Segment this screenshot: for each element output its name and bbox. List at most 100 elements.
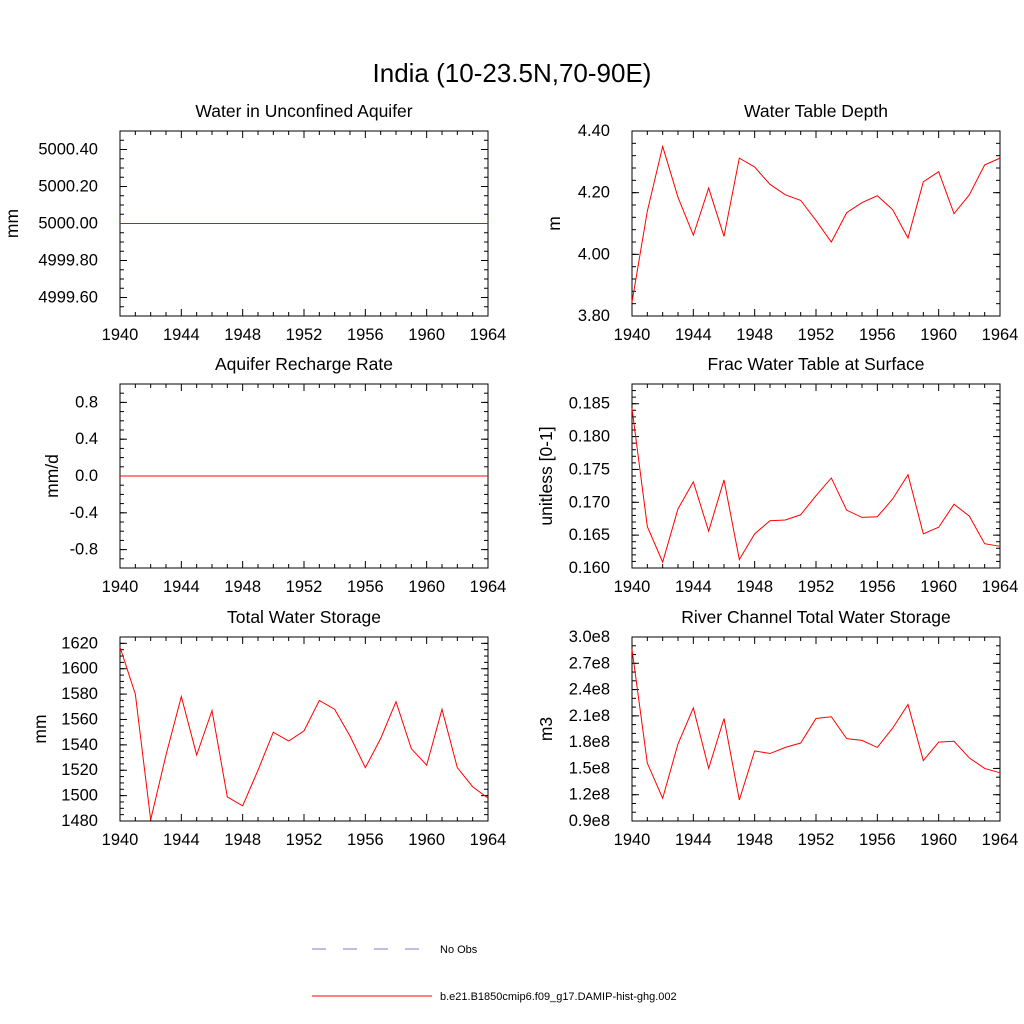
y-tick-label: 0.170 [569, 493, 610, 511]
x-tick-label: 1952 [798, 578, 835, 596]
panel-3: Aquifer Recharge Rate mm/d 1940 1944 1948 195… [42, 354, 506, 596]
x-tick-label: 1964 [470, 326, 507, 344]
x-tick-label: 1960 [920, 326, 957, 344]
x-tick-label: 1956 [347, 326, 384, 344]
y-tick-label: 1600 [61, 660, 98, 678]
y-axis-label: unitless [0-1] [536, 426, 556, 525]
x-tick-label: 1956 [347, 578, 384, 596]
x-tick-label: 1948 [736, 831, 773, 849]
figure-title: India (10-23.5N,70-90E) [373, 58, 652, 88]
y-tick-label: 1520 [61, 761, 98, 779]
panel-1: Water in Unconfined Aquifer mm 1940 1944 194… [2, 101, 506, 344]
panel-title: River Channel Total Water Storage [681, 607, 950, 627]
y-tick-label: 1540 [61, 736, 98, 754]
x-tick-label: 1944 [163, 831, 200, 849]
y-tick-label: 5000.00 [38, 215, 98, 233]
x-tick-label: 1944 [675, 578, 712, 596]
panel-5: Total Water Storage mm 1940 1944 1948 1952 195… [30, 607, 506, 849]
y-tick-label: 1580 [61, 685, 98, 703]
panel-6: River Channel Total Water Storage m3 1940 1… [536, 607, 1018, 849]
y-tick-label: 3.80 [578, 307, 610, 325]
x-tick-label: 1956 [859, 326, 896, 344]
y-tick-label: 3.0e8 [569, 628, 610, 646]
y-axis-label: mm [2, 209, 22, 238]
y-tick-label: 4.40 [578, 122, 610, 140]
y-tick-label: 1620 [61, 634, 98, 652]
series-line [631, 649, 1001, 801]
y-tick-label: 1.5e8 [569, 759, 610, 777]
y-tick-label: 1.2e8 [569, 786, 610, 804]
x-tick-label: 1960 [408, 831, 445, 849]
panel-2: Water Table Depth m 1940 1944 1948 1952 1956 19… [544, 101, 1018, 344]
y-tick-label: 1560 [61, 710, 98, 728]
x-tick-label: 1964 [470, 578, 507, 596]
x-tick-label: 1964 [982, 578, 1019, 596]
y-tick-label: 4.20 [578, 184, 610, 202]
x-tick-label: 1952 [286, 831, 323, 849]
x-tick-label: 1940 [102, 831, 139, 849]
y-tick-label: 1480 [61, 812, 98, 830]
x-tick-label: 1940 [102, 326, 139, 344]
y-tick-label: 4999.60 [38, 289, 98, 307]
y-tick-label: 0.165 [569, 526, 610, 544]
plot-frame [119, 636, 489, 822]
x-tick-label: 1940 [102, 578, 139, 596]
x-tick-label: 1956 [347, 831, 384, 849]
x-tick-label: 1964 [982, 831, 1019, 849]
plot-frame [631, 130, 1001, 317]
x-tick-label: 1948 [224, 326, 261, 344]
y-axis-label: mm [30, 714, 50, 743]
x-tick-label: 1940 [614, 831, 651, 849]
panel-4: Frac Water Table at Surface unitless [0-1… [536, 354, 1018, 596]
y-tick-label: 4.00 [578, 245, 610, 263]
panel-title: Water Table Depth [744, 101, 888, 121]
x-tick-label: 1964 [470, 831, 507, 849]
y-tick-label: 0.0 [75, 467, 98, 485]
panel-title: Frac Water Table at Surface [708, 354, 925, 374]
x-tick-label: 1948 [224, 831, 261, 849]
legend-label-model-run: b.e21.B1850cmip6.f09_g17.DAMIP-hist-ghg.… [440, 991, 677, 1003]
x-tick-label: 1952 [286, 578, 323, 596]
x-tick-label: 1940 [614, 578, 651, 596]
plot-frame [631, 383, 1001, 569]
legend: No Obs b.e21.B1850cmip6.f09_g17.DAMIP-hi… [312, 944, 677, 1003]
x-tick-label: 1948 [736, 326, 773, 344]
y-tick-label: 0.4 [75, 430, 98, 448]
y-axis-label: mm/d [42, 454, 62, 498]
x-tick-label: 1960 [920, 831, 957, 849]
series-line [119, 646, 489, 820]
panel-title: Total Water Storage [227, 607, 381, 627]
y-tick-label: 0.9e8 [569, 812, 610, 830]
y-axis-label: m [544, 216, 564, 231]
y-tick-label: 5000.20 [38, 178, 98, 196]
x-tick-label: 1952 [286, 326, 323, 344]
y-axis-label: m3 [536, 717, 556, 741]
x-tick-label: 1948 [736, 578, 773, 596]
legend-label-no-obs: No Obs [440, 944, 478, 956]
x-tick-label: 1944 [163, 578, 200, 596]
x-tick-label: 1956 [859, 831, 896, 849]
plot-frame [631, 636, 1001, 822]
y-tick-label: 0.185 [569, 395, 610, 413]
panels: Water in Unconfined Aquifer mm 1940 1944 194… [2, 101, 1018, 849]
x-tick-label: 1944 [675, 831, 712, 849]
series-line [631, 144, 1001, 303]
y-tick-label: 2.7e8 [569, 654, 610, 672]
x-tick-label: 1960 [920, 578, 957, 596]
x-tick-label: 1960 [408, 326, 445, 344]
x-tick-label: 1940 [614, 326, 651, 344]
y-tick-label: 2.1e8 [569, 707, 610, 725]
y-tick-label: 4999.80 [38, 252, 98, 270]
panel-title: Water in Unconfined Aquifer [195, 101, 412, 121]
y-tick-label: 0.180 [569, 428, 610, 446]
y-tick-label: -0.8 [70, 541, 98, 559]
x-tick-label: 1952 [798, 326, 835, 344]
x-tick-label: 1964 [982, 326, 1019, 344]
y-tick-label: 1500 [61, 787, 98, 805]
panel-title: Aquifer Recharge Rate [215, 354, 393, 374]
y-tick-label: 0.8 [75, 393, 98, 411]
y-tick-label: 2.4e8 [569, 681, 610, 699]
x-tick-label: 1944 [163, 326, 200, 344]
x-tick-label: 1948 [224, 578, 261, 596]
